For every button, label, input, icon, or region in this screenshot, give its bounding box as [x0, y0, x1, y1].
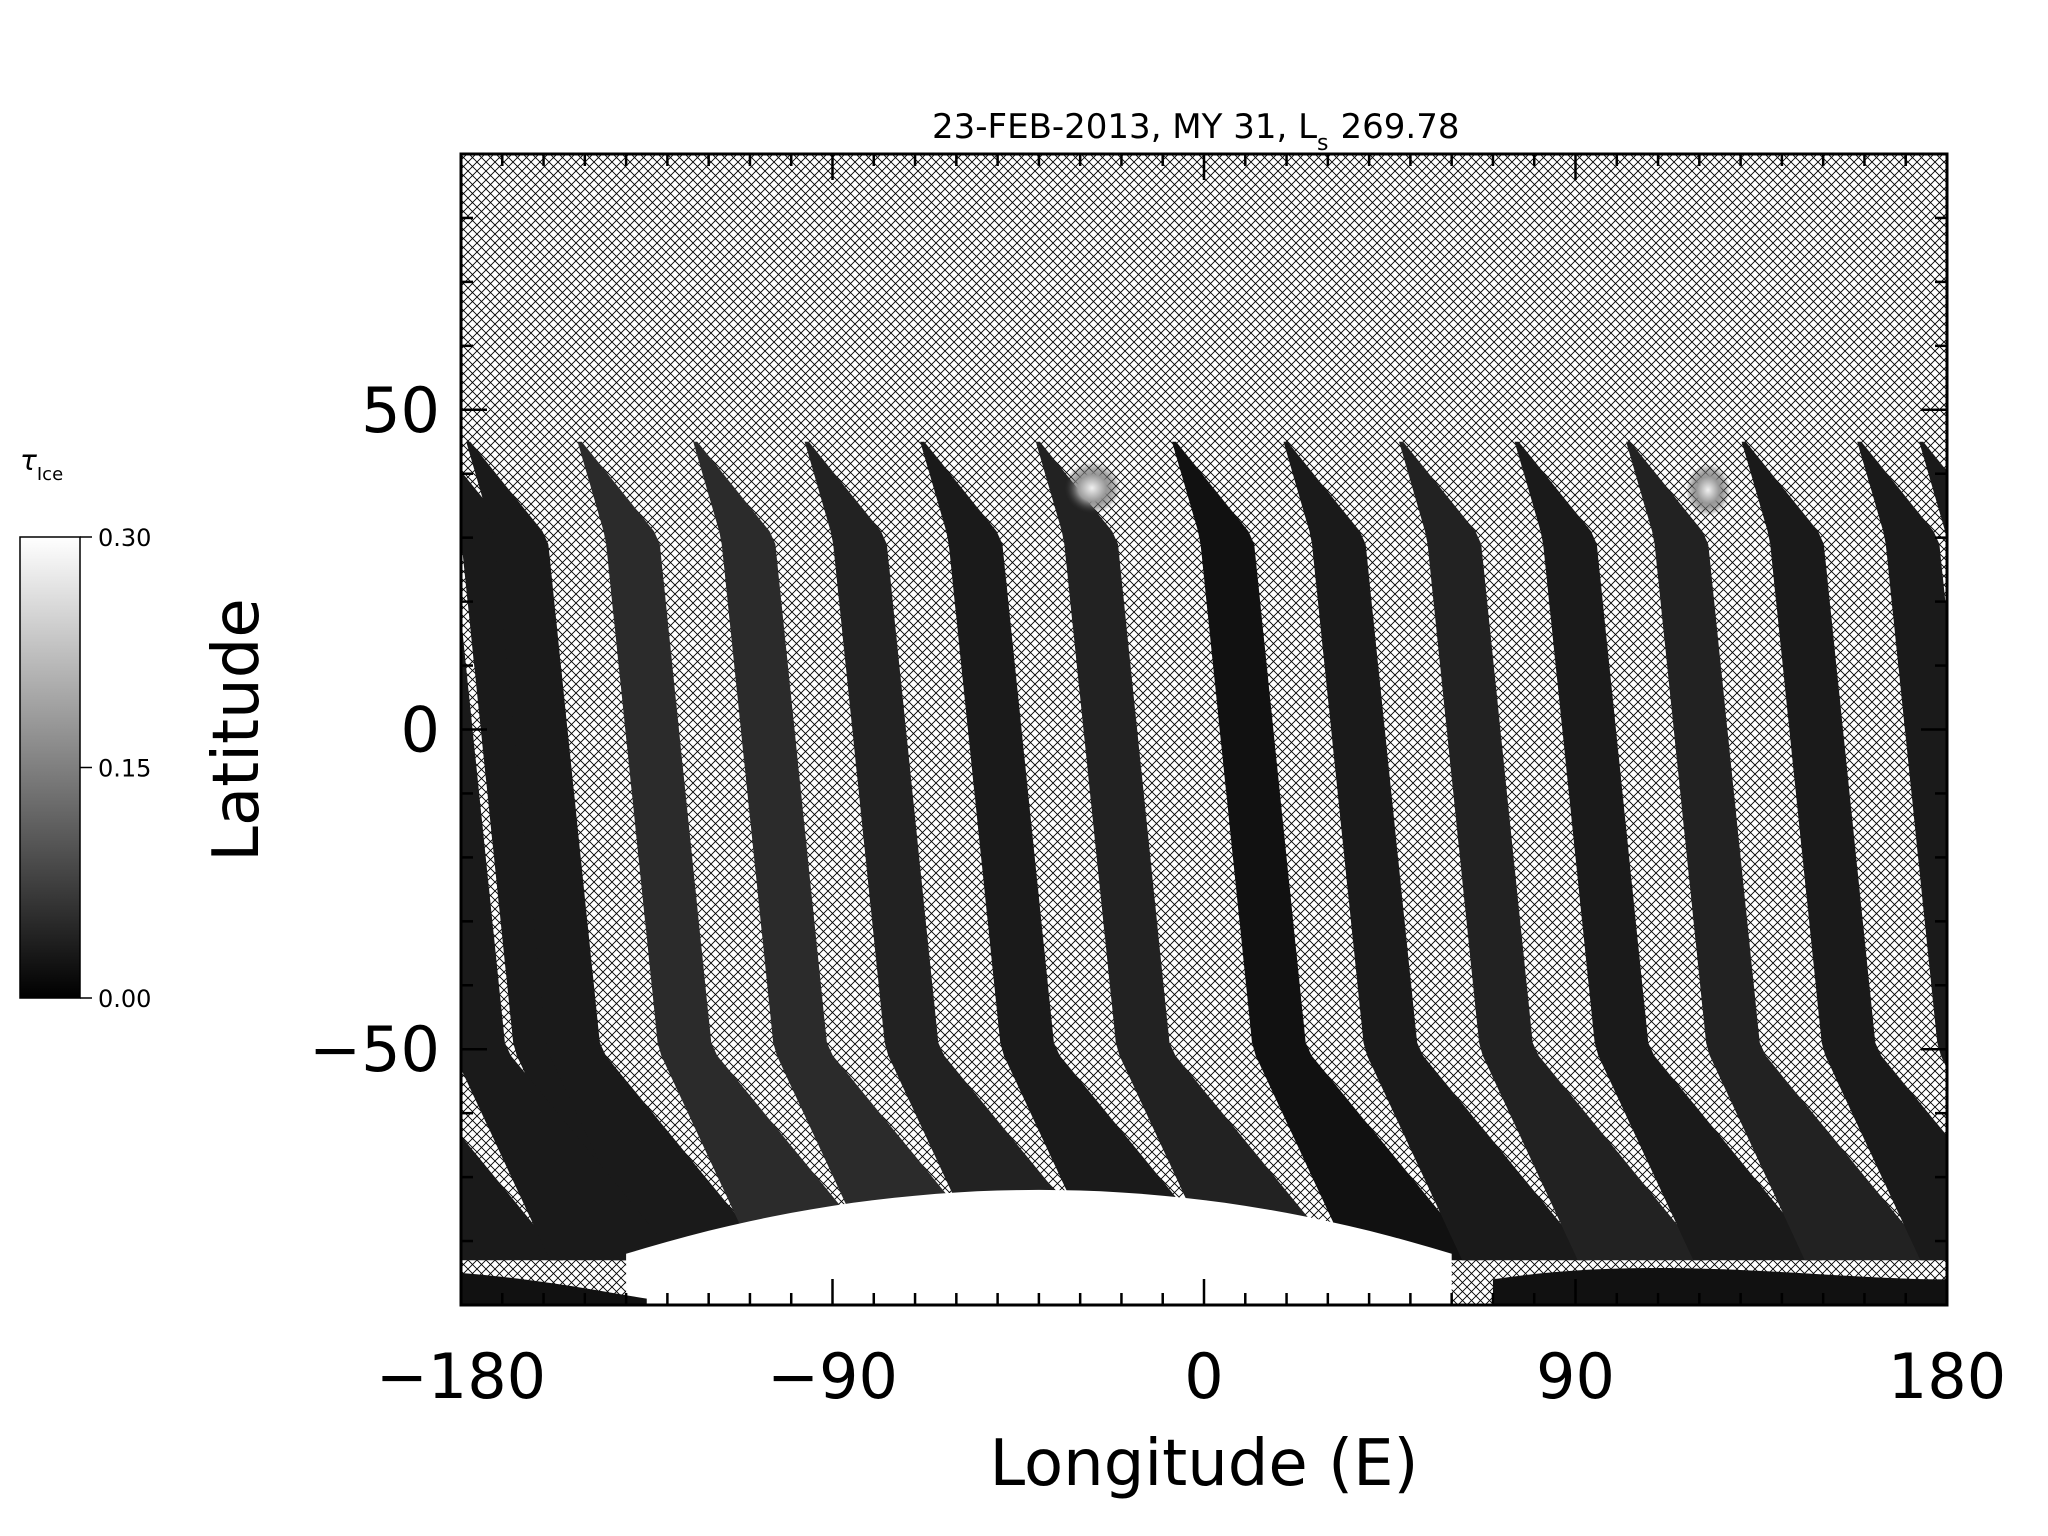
swath — [1919, 441, 1947, 541]
swath — [461, 617, 679, 1261]
swath — [466, 441, 774, 1261]
swath — [804, 441, 1112, 1261]
colorbar-tick-label: 0.00 — [98, 985, 151, 1013]
swath — [1626, 441, 1934, 1261]
colorbar-title: τIce — [20, 444, 63, 485]
colorbar-tick-label: 0.30 — [98, 524, 151, 552]
swath — [1857, 441, 1947, 1069]
x-tick-label: 90 — [1536, 1340, 1615, 1413]
title-value: 269.78 — [1341, 107, 1460, 147]
swath — [140, 442, 447, 1260]
colorbar-tick-label: 0.15 — [98, 755, 151, 783]
y-tick-label: 0 — [401, 694, 440, 767]
y-tick-label: −50 — [309, 1013, 440, 1086]
axis-ticks — [459, 152, 1949, 1307]
swath — [461, 1135, 563, 1261]
plot-area — [140, 154, 1947, 1305]
swath — [577, 441, 885, 1261]
chart-title: 23-FEB-2013, MY 31, Ls 269.78 — [932, 107, 1459, 156]
swath — [1399, 441, 1707, 1261]
swath — [920, 441, 1228, 1261]
y-tick-labels: −50 0 50 — [309, 374, 440, 1086]
swath-group — [140, 441, 1947, 1261]
colorbar-gradient — [19, 536, 81, 999]
swath — [1514, 441, 1822, 1261]
x-axis-label: Longitude (E) — [989, 1427, 1418, 1501]
x-tick-label: −90 — [767, 1340, 898, 1413]
x-tick-label: −180 — [376, 1340, 546, 1413]
swath — [1172, 441, 1480, 1261]
bright-cloud-spot — [1686, 464, 1730, 516]
swath — [1035, 441, 1344, 1261]
x-tick-label: 0 — [1184, 1340, 1223, 1413]
polar-cap — [626, 1189, 1452, 1305]
x-tick-label: 180 — [1888, 1340, 2006, 1413]
swath — [1741, 441, 1947, 1261]
swath — [1283, 441, 1591, 1261]
title-subscript: s — [1317, 131, 1328, 156]
swath — [461, 471, 741, 1261]
y-tick-label: 50 — [361, 374, 440, 447]
y-axis-label: Latitude — [200, 598, 274, 861]
x-tick-labels: −180 −90 0 90 180 — [376, 1340, 2006, 1413]
bright-cloud-spot — [1064, 462, 1120, 514]
colorbar-ticks: 0.00 0.15 0.30 — [80, 524, 151, 1013]
swath — [693, 441, 1001, 1261]
colorbar: τIce 0.00 0.15 0.30 — [19, 444, 151, 1013]
colorbar-title-subscript: Ice — [37, 464, 63, 485]
